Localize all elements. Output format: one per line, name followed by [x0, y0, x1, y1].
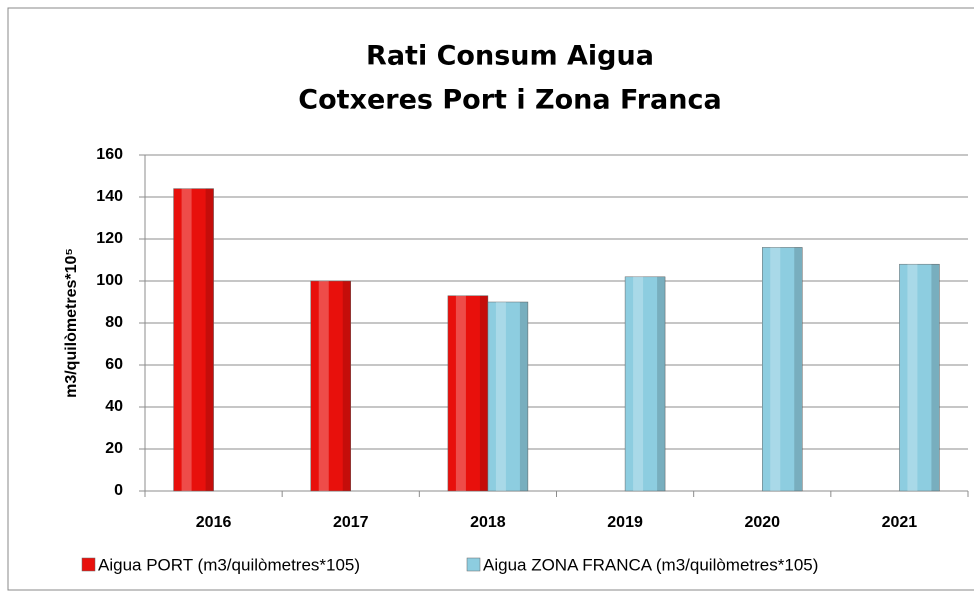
bar — [899, 263, 940, 492]
bar-shade — [657, 276, 666, 491]
bar-shade — [342, 281, 351, 491]
x-tick-label: 2020 — [744, 514, 780, 531]
y-tick-label: 0 — [114, 482, 123, 499]
bar — [173, 188, 214, 492]
legend-swatch — [81, 557, 96, 572]
chart-title: Cotxeres Port i Zona Franca — [298, 85, 721, 116]
y-tick-label: 140 — [96, 188, 123, 205]
bar — [762, 247, 803, 492]
y-tick-label: 120 — [96, 230, 123, 247]
y-tick-label: 40 — [105, 398, 123, 415]
bar — [624, 276, 666, 492]
bar-shine — [907, 264, 918, 491]
bar-shine — [455, 295, 466, 491]
bar-shine — [495, 302, 506, 491]
bar — [310, 280, 351, 492]
x-tick-label: 2017 — [333, 514, 369, 531]
bar-shine — [770, 247, 781, 491]
chart-border — [7, 7, 974, 591]
y-tick-label: 80 — [105, 314, 123, 331]
legend-swatch — [466, 557, 481, 572]
y-tick-label: 160 — [96, 146, 123, 163]
bar — [447, 295, 489, 492]
y-tick-label: 60 — [105, 356, 123, 373]
y-tick-label: 100 — [96, 272, 123, 289]
chart-title: Rati Consum Aigua — [366, 41, 654, 72]
y-axis-label: m3/quilòmetres*10⁵ — [63, 248, 80, 398]
legend-label: Aigua PORT (m3/quilòmetres*105) — [98, 555, 360, 574]
legend-label: Aigua ZONA FRANCA (m3/quilòmetres*105) — [483, 555, 818, 574]
bar-shade — [519, 302, 528, 491]
bar-shade — [205, 188, 214, 491]
bar-shade — [931, 264, 940, 491]
bar-shine — [181, 188, 192, 491]
bar-shine — [318, 281, 329, 491]
bar-shade — [479, 295, 488, 491]
bar-shade — [794, 247, 803, 491]
bar-shine — [633, 276, 644, 491]
y-tick-label: 20 — [105, 440, 123, 457]
x-tick-label: 2016 — [196, 514, 232, 531]
x-tick-label: 2021 — [882, 514, 918, 531]
x-tick-label: 2019 — [607, 514, 643, 531]
x-tick-label: 2018 — [470, 514, 506, 531]
bar — [487, 301, 529, 492]
